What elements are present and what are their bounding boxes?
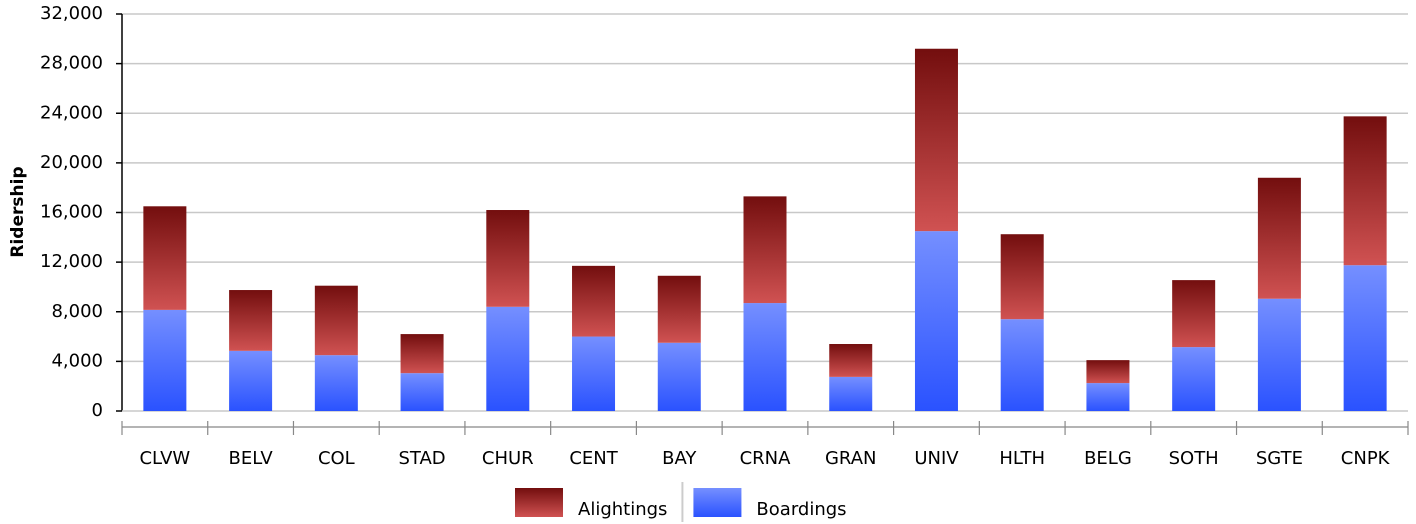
bar-segment <box>143 309 187 411</box>
x-tick-label: BELV <box>229 448 274 469</box>
x-tick-label: UNIV <box>914 448 959 469</box>
x-tick-label: CRNA <box>740 448 792 469</box>
bar-segment <box>1343 265 1387 411</box>
bar-segment <box>657 342 701 411</box>
x-tick-label: CENT <box>569 448 618 469</box>
x-tick-label: CNPK <box>1341 448 1391 469</box>
bar-segment <box>743 303 787 411</box>
legend-label: Boardings <box>756 499 846 520</box>
x-tick-label: COL <box>318 448 355 469</box>
bar-segment <box>572 336 616 411</box>
x-tick-label: SOTH <box>1169 448 1219 469</box>
legend: Alightings Boardings <box>515 482 847 522</box>
bar-segment <box>229 350 273 411</box>
y-tick-label: 4,000 <box>51 350 103 371</box>
bar-segment <box>314 285 358 356</box>
y-tick-label: 0 <box>92 400 103 421</box>
y-axis-title: Ridership <box>8 166 28 257</box>
bar-segment <box>1086 360 1130 384</box>
x-tick-label: STAD <box>398 448 445 469</box>
bar-segment <box>314 355 358 411</box>
bar-segment <box>486 210 530 307</box>
bar-segment <box>1000 319 1044 411</box>
y-tick-label: 12,000 <box>40 251 103 272</box>
bar-segment <box>829 376 873 411</box>
x-tick-label: BAY <box>662 448 697 469</box>
bar-segment <box>743 196 787 304</box>
y-tick-label: 8,000 <box>51 301 103 322</box>
legend-label: Alightings <box>578 499 667 520</box>
bar-segment <box>572 265 616 337</box>
bar-segment <box>1257 177 1301 299</box>
bar-segment <box>829 344 873 377</box>
bar-segment <box>1172 280 1216 348</box>
bar-segment <box>400 334 444 374</box>
legend-swatch <box>693 488 742 517</box>
bar-segment <box>143 206 187 310</box>
bar-segment <box>486 306 530 411</box>
x-tick-label: CLVW <box>139 448 190 469</box>
x-tick-label: SGTE <box>1256 448 1303 469</box>
bar-segment <box>229 290 273 351</box>
x-tick-label: HLTH <box>999 448 1045 469</box>
legend-swatch <box>515 488 563 517</box>
y-tick-label: 16,000 <box>40 202 103 223</box>
bar-segment <box>1000 234 1044 320</box>
bar-segment <box>400 373 444 411</box>
y-tick-label: 24,000 <box>40 102 103 123</box>
x-tick-label: GRAN <box>825 448 877 469</box>
bar-segment <box>1172 347 1216 411</box>
y-tick-label: 32,000 <box>40 3 103 24</box>
y-tick-label: 20,000 <box>40 152 103 173</box>
x-tick-label: CHUR <box>482 448 534 469</box>
x-tick-label: BELG <box>1084 448 1132 469</box>
y-tick-label: 28,000 <box>40 53 103 74</box>
bar-segment <box>914 48 958 232</box>
bar-segment <box>1257 298 1301 411</box>
bar-segment <box>1086 383 1130 411</box>
bar-segment <box>1343 116 1387 266</box>
bar-segment <box>657 275 701 343</box>
bar-segment <box>914 231 958 411</box>
